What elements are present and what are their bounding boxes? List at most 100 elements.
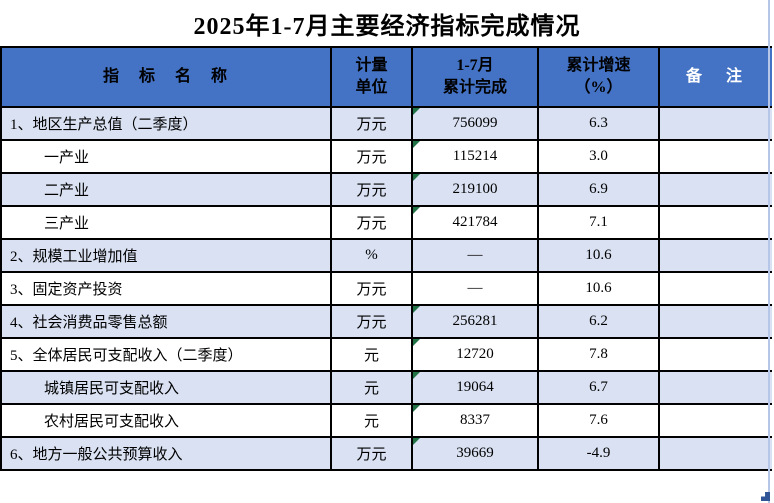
indicator-cell-text: 三产业 bbox=[44, 216, 90, 232]
value-cell[interactable]: 756099 bbox=[411, 106, 539, 141]
value-cell[interactable]: — bbox=[411, 271, 539, 306]
remark-cell[interactable] bbox=[658, 106, 772, 141]
indicator-cell[interactable]: 城镇居民可支配收入 bbox=[0, 370, 332, 405]
unit-cell-text: 万元 bbox=[356, 216, 387, 232]
indicator-cell[interactable]: 5、全体居民可支配收入（二季度） bbox=[0, 337, 332, 372]
indicator-cell[interactable]: 6、地方一般公共预算收入 bbox=[0, 436, 332, 471]
value-cell[interactable]: 19064 bbox=[411, 370, 539, 405]
page-title[interactable]: 2025年1-7月主要经济指标完成情况 bbox=[193, 13, 581, 40]
unit-cell[interactable]: 万元 bbox=[330, 436, 413, 471]
value-cell[interactable]: 219100 bbox=[411, 172, 539, 207]
remark-cell[interactable] bbox=[658, 205, 772, 240]
value-cell-text: 8337 bbox=[460, 412, 490, 428]
growth-cell[interactable]: 6.3 bbox=[537, 106, 660, 141]
indicator-cell[interactable]: 2、规模工业增加值 bbox=[0, 238, 332, 273]
unit-cell[interactable]: 元 bbox=[330, 337, 413, 372]
table-body: 1、地区生产总值（二季度） 万元 756099 6.3 一产业 万元 115214 3.0 二产… bbox=[0, 106, 772, 471]
indicator-cell-text: 2、规模工业增加值 bbox=[10, 249, 138, 265]
unit-cell[interactable]: 万元 bbox=[330, 172, 413, 207]
growth-cell[interactable]: 6.2 bbox=[537, 304, 660, 339]
indicator-cell[interactable]: 3、固定资产投资 bbox=[0, 271, 332, 306]
unit-cell[interactable]: % bbox=[330, 238, 413, 273]
remark-cell[interactable] bbox=[658, 304, 772, 339]
growth-cell[interactable]: 6.9 bbox=[537, 172, 660, 207]
growth-cell-text: 6.7 bbox=[589, 379, 608, 395]
unit-cell[interactable]: 万元 bbox=[330, 304, 413, 339]
growth-cell[interactable]: 10.6 bbox=[537, 271, 660, 306]
growth-cell[interactable]: 10.6 bbox=[537, 238, 660, 273]
indicator-cell[interactable]: 农村居民可支配收入 bbox=[0, 403, 332, 438]
indicator-cell[interactable]: 4、社会消费品零售总额 bbox=[0, 304, 332, 339]
value-cell[interactable]: 256281 bbox=[411, 304, 539, 339]
value-cell[interactable]: 8337 bbox=[411, 403, 539, 438]
growth-cell-text: 6.9 bbox=[589, 181, 608, 197]
indicator-cell-text: 6、地方一般公共预算收入 bbox=[10, 447, 183, 463]
value-cell[interactable]: 421784 bbox=[411, 205, 539, 240]
growth-cell-text: 7.6 bbox=[589, 412, 608, 428]
value-cell-text: 12720 bbox=[456, 346, 494, 362]
unit-cell-text: 万元 bbox=[356, 282, 387, 298]
unit-cell[interactable]: 万元 bbox=[330, 106, 413, 141]
header-remark[interactable]: 备 注 bbox=[658, 46, 772, 108]
unit-cell-text: 万元 bbox=[356, 183, 387, 199]
sheet-gridline bbox=[768, 0, 770, 503]
indicator-cell[interactable]: 一产业 bbox=[0, 139, 332, 174]
header-unit[interactable]: 计量 单位 bbox=[330, 46, 413, 108]
header-indicator-name-line1: 指 标 名 称 bbox=[102, 68, 229, 86]
value-cell-text: 115214 bbox=[452, 148, 498, 164]
growth-cell[interactable]: 3.0 bbox=[537, 139, 660, 174]
growth-cell[interactable]: -4.9 bbox=[537, 436, 660, 471]
remark-cell[interactable] bbox=[658, 271, 772, 306]
value-cell-text: — bbox=[467, 280, 483, 296]
remark-cell[interactable] bbox=[658, 403, 772, 438]
value-cell[interactable]: 12720 bbox=[411, 337, 539, 372]
indicator-cell[interactable]: 三产业 bbox=[0, 205, 332, 240]
error-flag-icon bbox=[414, 142, 420, 148]
unit-cell-text: 元 bbox=[363, 414, 379, 430]
table-row: 农村居民可支配收入 元 8337 7.6 bbox=[0, 403, 772, 438]
unit-cell[interactable]: 元 bbox=[330, 370, 413, 405]
error-flag-icon bbox=[414, 406, 420, 412]
header-remark-line1: 备 注 bbox=[685, 68, 746, 86]
value-cell[interactable]: 115214 bbox=[411, 139, 539, 174]
growth-cell[interactable]: 7.8 bbox=[537, 337, 660, 372]
indicator-cell-text: 农村居民可支配收入 bbox=[44, 414, 180, 430]
header-row: 指 标 名 称 计量 单位 1-7月 累计完成 累计增速 （%） 备 注 bbox=[0, 46, 772, 108]
unit-cell[interactable]: 万元 bbox=[330, 139, 413, 174]
remark-cell[interactable] bbox=[658, 172, 772, 207]
remark-cell[interactable] bbox=[658, 436, 772, 471]
unit-cell[interactable]: 元 bbox=[330, 403, 413, 438]
header-cumulative-value-line1: 1-7月 bbox=[456, 57, 494, 75]
value-cell[interactable]: 39669 bbox=[411, 436, 539, 471]
table-row: 三产业 万元 421784 7.1 bbox=[0, 205, 772, 240]
header-growth-rate[interactable]: 累计增速 （%） bbox=[537, 46, 660, 108]
error-flag-icon bbox=[414, 109, 420, 115]
value-cell-text: 39669 bbox=[456, 445, 494, 461]
unit-cell-text: % bbox=[365, 247, 378, 263]
unit-cell[interactable]: 万元 bbox=[330, 205, 413, 240]
fill-handle-icon[interactable] bbox=[761, 492, 770, 501]
growth-cell[interactable]: 7.6 bbox=[537, 403, 660, 438]
remark-cell[interactable] bbox=[658, 139, 772, 174]
error-flag-icon bbox=[414, 340, 420, 346]
unit-cell-text: 万元 bbox=[356, 117, 387, 133]
indicators-table: 指 标 名 称 计量 单位 1-7月 累计完成 累计增速 （%） 备 注 bbox=[0, 46, 772, 471]
indicator-cell[interactable]: 1、地区生产总值（二季度） bbox=[0, 106, 332, 141]
error-flag-icon bbox=[414, 175, 420, 181]
remark-cell[interactable] bbox=[658, 337, 772, 372]
error-flag-icon bbox=[414, 373, 420, 379]
remark-cell[interactable] bbox=[658, 238, 772, 273]
indicator-cell-text: 城镇居民可支配收入 bbox=[44, 381, 180, 397]
indicator-cell-text: 二产业 bbox=[44, 183, 90, 199]
growth-cell[interactable]: 7.1 bbox=[537, 205, 660, 240]
indicator-cell[interactable]: 二产业 bbox=[0, 172, 332, 207]
unit-cell[interactable]: 万元 bbox=[330, 271, 413, 306]
header-indicator-name[interactable]: 指 标 名 称 bbox=[0, 46, 332, 108]
growth-cell[interactable]: 6.7 bbox=[537, 370, 660, 405]
remark-cell[interactable] bbox=[658, 370, 772, 405]
unit-cell-text: 元 bbox=[363, 381, 379, 397]
value-cell[interactable]: — bbox=[411, 238, 539, 273]
unit-cell-text: 元 bbox=[363, 348, 379, 364]
header-cumulative-value[interactable]: 1-7月 累计完成 bbox=[411, 46, 539, 108]
